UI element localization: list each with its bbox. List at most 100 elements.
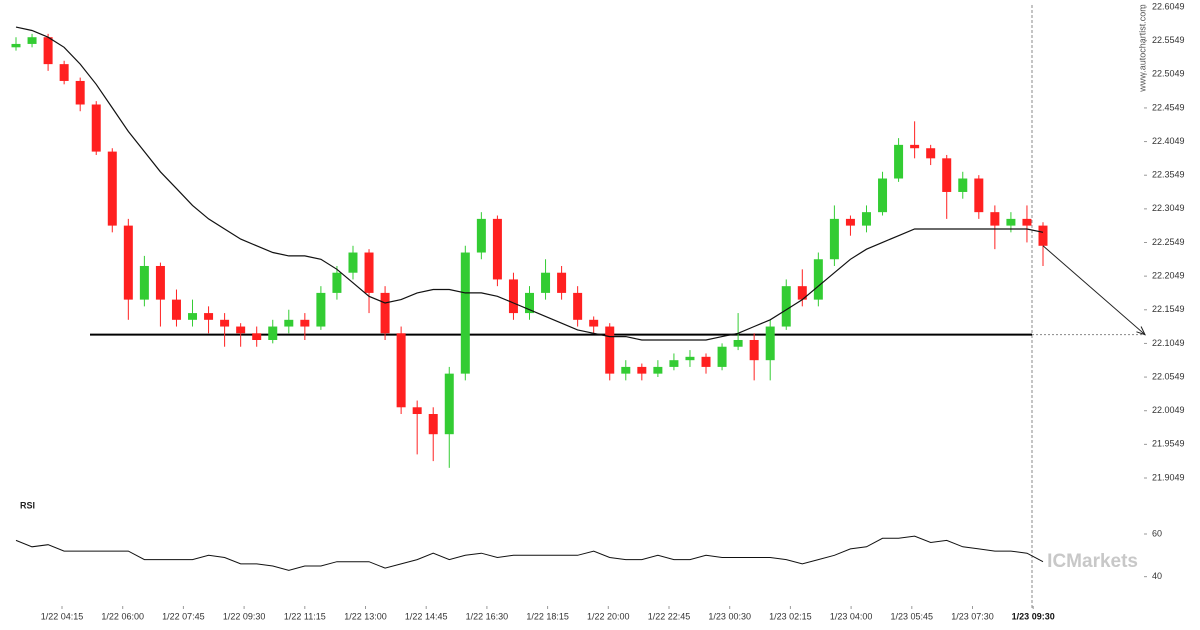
candle-body [701, 356, 711, 367]
candle-body [829, 218, 839, 260]
candle-body [59, 64, 69, 81]
x-tick-label: 1/22 07:45 [162, 611, 205, 621]
candle-body [412, 407, 422, 415]
candle-body [428, 414, 438, 435]
candle-body [541, 272, 551, 293]
candle-body [123, 225, 133, 300]
candle-body [717, 346, 727, 367]
candle-body [926, 148, 936, 159]
rsi-line [15, 535, 1044, 571]
candle-body [637, 366, 647, 374]
candle-body [508, 279, 518, 314]
candle-body [220, 319, 230, 327]
candle-body [252, 333, 262, 340]
x-tick-label: 1/23 05:45 [891, 611, 934, 621]
candle-body [974, 178, 984, 213]
candle-body [845, 218, 855, 226]
candle-body [813, 259, 823, 300]
candle-body [444, 373, 454, 435]
x-tick-label: 1/22 04:15 [41, 611, 84, 621]
candle-body [861, 212, 871, 226]
candle-body [364, 252, 374, 293]
candle-body [621, 366, 631, 374]
candle-body [653, 366, 663, 374]
rsi-title: RSI [20, 500, 35, 510]
y-tick-label: 22.2549 [1152, 237, 1185, 247]
x-tick-label: 1/23 07:30 [951, 611, 994, 621]
candle-body [1006, 218, 1016, 226]
candle-body [300, 319, 310, 327]
x-tick-label: 1/22 13:00 [344, 611, 387, 621]
candle-body [380, 292, 390, 334]
y-tick-label: 22.6049 [1152, 1, 1185, 11]
forecast-arrowhead [1136, 326, 1146, 336]
candle-body [316, 292, 326, 327]
x-tick-label: 1/23 04:00 [830, 611, 873, 621]
candle-body [669, 360, 679, 367]
candle-body [43, 37, 53, 65]
candle-body [188, 313, 198, 320]
y-tick-label: 22.0049 [1152, 405, 1185, 415]
y-tick-label: 22.4049 [1152, 136, 1185, 146]
watermark: ICMarkets [1047, 551, 1138, 572]
candle-body [284, 319, 294, 327]
y-tick-label: 22.5049 [1152, 69, 1185, 79]
y-tick-label: 22.2049 [1152, 271, 1185, 281]
y-tick-label: 21.9549 [1152, 439, 1185, 449]
candle-body [525, 292, 534, 314]
candle-body [765, 326, 775, 361]
y-tick-label: 22.1549 [1152, 304, 1185, 314]
y-tick-label: 22.5549 [1152, 35, 1185, 45]
x-tick-label: 1/22 18:15 [526, 611, 569, 621]
candle-body [958, 178, 968, 192]
candle-body [749, 339, 759, 361]
candle-body [139, 265, 149, 300]
candle-body [91, 104, 101, 152]
candle-body [1038, 225, 1048, 246]
candle-body [990, 212, 1000, 226]
candle-body [797, 286, 807, 300]
candle-body [878, 178, 888, 213]
x-tick-label: 1/22 06:00 [101, 611, 144, 621]
y-tick-label: 22.4549 [1152, 102, 1185, 112]
candle-body [332, 272, 342, 293]
candle-body [107, 151, 117, 226]
candle-body [236, 326, 246, 334]
candle-body [1022, 218, 1032, 226]
candle-body [476, 218, 486, 253]
candle-body [942, 158, 952, 192]
candle-body [557, 272, 567, 293]
x-tick-label: 1/23 02:15 [769, 611, 812, 621]
x-tick-label: 1/22 22:45 [648, 611, 691, 621]
candle-body [894, 144, 904, 179]
x-tick-label: 1/23 09:30 [1012, 611, 1055, 621]
candle-body [492, 218, 502, 280]
candle-body [396, 333, 406, 408]
x-tick-label: 1/22 11:15 [284, 611, 326, 621]
candle-body [75, 80, 85, 105]
y-tick-label: 22.1049 [1152, 338, 1185, 348]
candle-body [155, 265, 165, 300]
y-tick-label: 22.0549 [1152, 371, 1185, 381]
x-tick-label: 1/22 16:30 [466, 611, 509, 621]
candle-body [268, 326, 278, 340]
candle-body [171, 299, 181, 320]
candle-body [11, 43, 21, 48]
x-tick-label: 1/23 00:30 [708, 611, 751, 621]
candle-body [589, 319, 599, 327]
x-tick-label: 1/22 09:30 [223, 611, 266, 621]
candle-body [348, 252, 358, 273]
candle-body [910, 144, 920, 149]
y-tick-label: 22.3049 [1152, 203, 1185, 213]
rsi-y-tick-label: 40 [1152, 571, 1162, 581]
candle-body [605, 326, 615, 374]
x-tick-label: 1/22 14:45 [405, 611, 448, 621]
candle-body [204, 313, 214, 320]
y-tick-label: 21.9049 [1152, 472, 1185, 482]
candle-body [685, 356, 695, 361]
rsi-y-tick-label: 60 [1152, 528, 1162, 538]
candle-body [460, 252, 470, 374]
y-tick-label: 22.3549 [1152, 170, 1185, 180]
